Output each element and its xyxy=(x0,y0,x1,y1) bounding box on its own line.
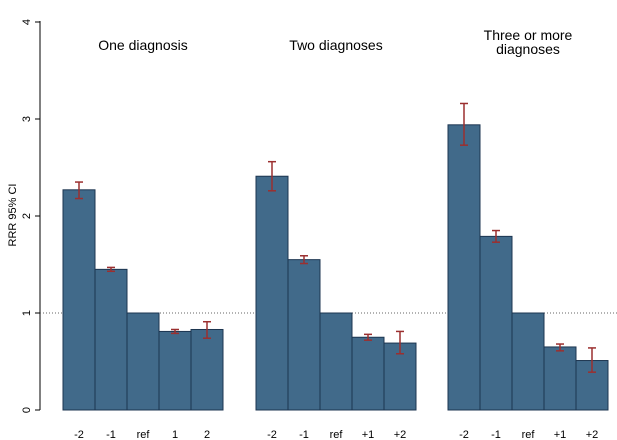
panel-title: diagnoses xyxy=(496,41,560,57)
panel-title: Three or more xyxy=(484,27,573,43)
category-label: -2 xyxy=(267,429,277,440)
category-label: +2 xyxy=(586,429,599,440)
error-bar xyxy=(268,160,276,192)
category-label: ref xyxy=(137,429,151,440)
category-label: -1 xyxy=(106,429,116,440)
bar xyxy=(287,259,321,411)
y-tick-label: 4 xyxy=(21,19,33,25)
bars-layer xyxy=(62,124,609,411)
category-label: -2 xyxy=(459,429,469,440)
error-bar xyxy=(556,343,564,352)
bar xyxy=(479,235,513,411)
bar xyxy=(62,189,96,411)
error-bar xyxy=(588,347,596,373)
category-label: -1 xyxy=(491,429,501,440)
bar xyxy=(255,175,289,411)
bar xyxy=(319,312,353,411)
y-tick-label: 3 xyxy=(21,116,33,122)
labels-layer: One diagnosis -2 -1 ref 1 2 Two diagnoses -2 -1 r… xyxy=(74,27,598,440)
category-label: -2 xyxy=(74,429,84,440)
error-bar xyxy=(492,229,500,243)
category-label: ref xyxy=(330,429,344,440)
y-tick-label: 1 xyxy=(21,310,33,316)
error-bars-layer xyxy=(75,102,596,373)
category-label: -1 xyxy=(299,429,309,440)
error-bar xyxy=(171,328,179,335)
bar xyxy=(447,124,481,411)
error-bar xyxy=(107,266,115,273)
bar xyxy=(511,312,545,411)
panel-title: One diagnosis xyxy=(98,37,188,53)
bar xyxy=(190,328,224,411)
category-label: +1 xyxy=(362,429,375,440)
panel-title: Two diagnoses xyxy=(289,37,382,53)
y-tick-label: 0 xyxy=(21,407,33,413)
bar xyxy=(543,346,577,411)
error-bar xyxy=(203,320,211,339)
bar xyxy=(351,336,385,411)
y-tick-label: 2 xyxy=(21,213,33,219)
category-label: +2 xyxy=(394,429,407,440)
bar xyxy=(94,268,128,411)
category-label: 2 xyxy=(204,429,210,440)
y-axis: 0 1 2 3 4 xyxy=(21,19,41,413)
y-axis-label: RRR 95% CI xyxy=(7,184,19,247)
bar xyxy=(126,312,160,411)
category-label: 1 xyxy=(172,429,178,440)
bar xyxy=(158,330,192,411)
error-bar xyxy=(364,333,372,341)
category-label: +1 xyxy=(554,429,567,440)
error-bar xyxy=(75,181,83,200)
category-label: ref xyxy=(522,429,536,440)
error-bar xyxy=(396,330,404,355)
error-bar xyxy=(460,102,468,146)
error-bar xyxy=(300,255,308,265)
